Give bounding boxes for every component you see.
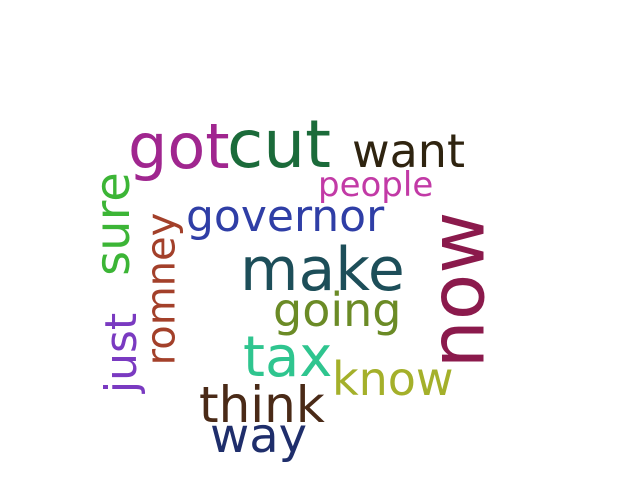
word-just: just <box>96 312 148 394</box>
word-going: going <box>273 283 402 337</box>
word-think: think <box>199 376 325 434</box>
word-make: make <box>240 235 405 305</box>
word-tax: tax <box>243 325 333 390</box>
word-way: way <box>210 408 308 464</box>
word-know: know <box>332 352 454 406</box>
word-sure: sure <box>84 172 141 276</box>
word-romney: romney <box>138 212 185 366</box>
word-want: want <box>352 124 466 178</box>
word-people: people <box>318 165 434 205</box>
word-governor: governor <box>186 191 385 242</box>
word-cut: cut <box>227 106 331 183</box>
word-got: got <box>128 110 230 183</box>
word-now: now <box>412 211 502 369</box>
